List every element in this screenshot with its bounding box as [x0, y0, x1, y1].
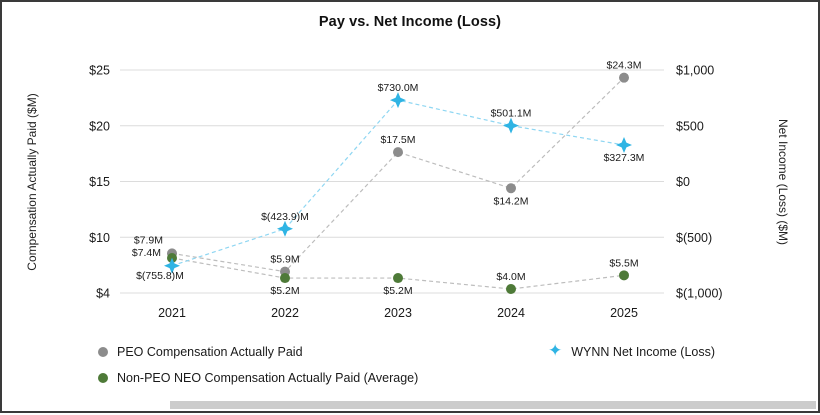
- data-point-label: $5.2M: [270, 285, 299, 297]
- x-axis-label: 2024: [497, 306, 525, 320]
- x-axis-label: 2025: [610, 306, 638, 320]
- data-point-label: $501.1M: [491, 108, 532, 120]
- left-axis-tick-label: $25: [89, 64, 110, 78]
- data-point: [280, 273, 290, 283]
- right-axis-tick-label: $0: [676, 175, 690, 189]
- data-point-star: [503, 118, 519, 134]
- data-point-label: $327.3M: [604, 152, 645, 164]
- gray-circle-marker-icon: [98, 347, 108, 357]
- x-axis-label: 2023: [384, 306, 412, 320]
- x-axis-label: 2022: [271, 306, 299, 320]
- data-point-label: $730.0M: [378, 82, 419, 94]
- legend-label-peo: PEO Compensation Actually Paid: [117, 345, 303, 359]
- legend-label-wynn: WYNN Net Income (Loss): [571, 345, 715, 359]
- legend-label-non-peo: Non-PEO NEO Compensation Actually Paid (…: [117, 371, 418, 385]
- data-point-label: $7.4M: [132, 247, 161, 259]
- data-point-label: $5.5M: [609, 257, 638, 269]
- left-axis-tick-label: $20: [89, 119, 110, 133]
- right-axis-tick-label: $1,000: [676, 64, 714, 78]
- data-point: [393, 273, 403, 283]
- data-point-star: [616, 137, 632, 153]
- right-axis-tick-label: $(1,000): [676, 287, 723, 301]
- green-circle-marker-icon: [98, 373, 108, 383]
- data-point: [506, 183, 516, 193]
- data-point: [393, 147, 403, 157]
- data-point-label: $4.0M: [496, 271, 525, 283]
- chart-legend: PEO Compensation Actually Paid ✦ WYNN Ne…: [98, 345, 715, 385]
- left-axis-tick-label: $4: [96, 287, 110, 301]
- data-point-label: $17.5M: [380, 134, 415, 146]
- series-line: [172, 100, 624, 266]
- left-axis-tick-label: $15: [89, 175, 110, 189]
- data-point-label: $(423.9)M: [261, 211, 309, 223]
- data-point-label: $5.9M: [270, 254, 299, 266]
- x-axis-label: 2021: [158, 306, 186, 320]
- data-point-label: $(755.8)M: [136, 270, 184, 282]
- data-point-label: $7.9M: [134, 234, 163, 246]
- bottom-scrollbar-strip[interactable]: [170, 401, 816, 409]
- data-point: [619, 73, 629, 83]
- legend-item-peo-compensation: PEO Compensation Actually Paid: [98, 345, 548, 359]
- data-point-label: $5.2M: [383, 285, 412, 297]
- data-point-label: $14.2M: [493, 195, 528, 207]
- left-axis-tick-label: $10: [89, 231, 110, 245]
- legend-item-non-peo-compensation: Non-PEO NEO Compensation Actually Paid (…: [98, 371, 548, 385]
- data-point: [506, 284, 516, 294]
- cyan-star-marker-icon: ✦: [548, 346, 562, 356]
- right-axis-tick-label: $500: [676, 119, 704, 133]
- data-point: [619, 270, 629, 280]
- data-point-label: $24.3M: [606, 60, 641, 72]
- legend-item-wynn-net-income: ✦ WYNN Net Income (Loss): [548, 345, 715, 359]
- right-axis-tick-label: $(500): [676, 231, 712, 245]
